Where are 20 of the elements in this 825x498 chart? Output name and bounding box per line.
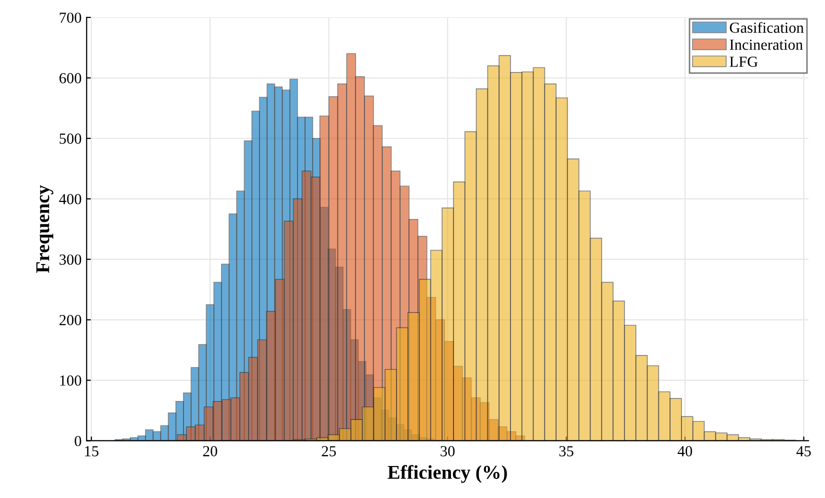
y-tick-label: 200	[60, 314, 82, 326]
x-tick-label: 35	[559, 446, 574, 456]
x-tick-label: 25	[322, 446, 336, 456]
x-tick-label: 20	[203, 446, 218, 456]
y-tick-label: 300	[60, 254, 82, 265]
y-tick-label: 0	[74, 436, 82, 446]
y-tick-label: 700	[60, 12, 82, 23]
x-tick-label: 15	[85, 446, 98, 456]
y-tick-label: 400	[59, 194, 82, 204]
y-tick-label: 600	[60, 73, 82, 84]
legend-label: Incineration	[730, 40, 803, 50]
y-axis-title: Frequency	[36, 185, 54, 273]
x-tick-label: 30	[440, 446, 455, 456]
legend-label: Gasification	[730, 22, 804, 33]
x-axis-title: Efficiency (%)	[388, 465, 507, 483]
legend-label: LFG	[730, 56, 758, 67]
y-tick-label: 100	[60, 375, 82, 386]
y-tick-label: 500	[60, 134, 82, 144]
x-tick-label: 45	[796, 446, 811, 456]
x-tick-label: 40	[678, 446, 692, 456]
